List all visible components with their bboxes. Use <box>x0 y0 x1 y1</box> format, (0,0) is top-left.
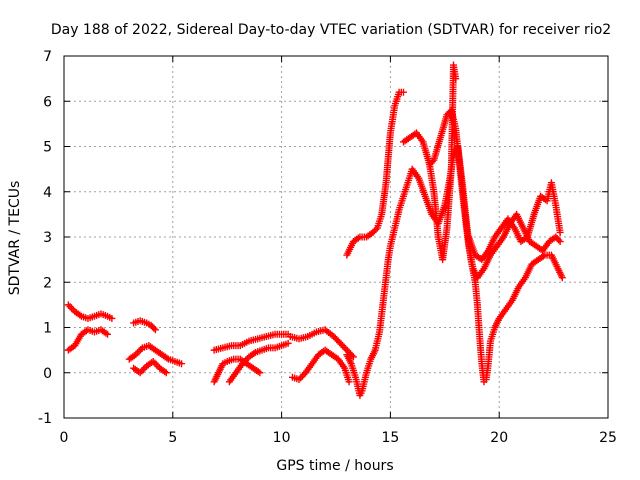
y-tick-label: 4 <box>43 185 52 201</box>
y-tick-label: 0 <box>43 366 52 382</box>
data-point <box>161 368 169 376</box>
chart-title: Day 188 of 2022, Sidereal Day-to-day VTE… <box>51 22 611 38</box>
axis-ticks: 0 5 10 15 20 25 -1 0 1 2 3 4 5 6 7 <box>38 49 617 446</box>
data-point <box>372 225 380 233</box>
y-tick-label: 7 <box>43 49 52 65</box>
series-trace-m <box>399 106 564 282</box>
data-point <box>452 75 460 83</box>
x-tick-label: 10 <box>273 430 291 446</box>
data-point <box>254 368 262 376</box>
y-tick-label: -1 <box>38 411 52 427</box>
series-trace-c <box>130 317 159 334</box>
x-tick-label: 5 <box>168 430 177 446</box>
series-trace-l <box>343 88 407 259</box>
data-point <box>399 88 407 96</box>
series-trace-b <box>64 326 112 354</box>
data-point <box>297 374 305 382</box>
x-axis-label: GPS time / hours <box>276 458 393 474</box>
data-point <box>64 301 72 309</box>
series-trace-e <box>130 357 170 377</box>
x-tick-label: 25 <box>599 430 617 446</box>
y-axis-label: SDTVAR / TECUs <box>7 181 23 296</box>
series-trace-g <box>210 330 292 354</box>
data-point <box>102 329 110 337</box>
data-point <box>342 345 350 353</box>
data-point <box>150 324 158 332</box>
y-tick-label: 1 <box>43 321 52 337</box>
data-point <box>104 330 112 338</box>
data-point <box>178 360 186 368</box>
series-trace-d <box>125 342 186 368</box>
data-point <box>250 350 258 358</box>
y-tick-label: 3 <box>43 230 52 246</box>
data-point <box>76 311 84 319</box>
series-trace-a <box>64 301 116 322</box>
y-tick-label: 6 <box>43 94 52 110</box>
data-series <box>64 61 566 399</box>
data-point <box>108 314 116 322</box>
data-point <box>354 234 362 242</box>
data-point <box>151 326 159 334</box>
data-point <box>66 303 74 311</box>
grid-lines <box>64 56 608 418</box>
data-point <box>345 378 353 386</box>
y-tick-label: 2 <box>43 275 52 291</box>
data-point <box>151 359 159 367</box>
series-trace-o <box>465 179 564 264</box>
data-point <box>555 236 563 244</box>
series-trace-n <box>426 61 460 264</box>
data-point <box>162 369 170 377</box>
series-trace-h <box>225 339 292 386</box>
data-point <box>556 238 564 246</box>
data-point <box>256 369 264 377</box>
x-tick-label: 0 <box>60 430 69 446</box>
x-tick-label: 20 <box>490 430 508 446</box>
data-point <box>558 274 566 282</box>
data-point <box>284 339 292 347</box>
data-point <box>337 340 345 348</box>
data-point <box>556 228 564 236</box>
data-point <box>68 304 76 312</box>
series-trace-f <box>210 355 264 386</box>
data-point <box>138 367 146 375</box>
data-point <box>163 354 171 362</box>
x-tick-label: 15 <box>381 430 399 446</box>
series-trace-k <box>343 143 566 399</box>
y-tick-label: 5 <box>43 140 52 156</box>
data-point <box>135 347 143 355</box>
series-trace-j <box>288 346 353 386</box>
